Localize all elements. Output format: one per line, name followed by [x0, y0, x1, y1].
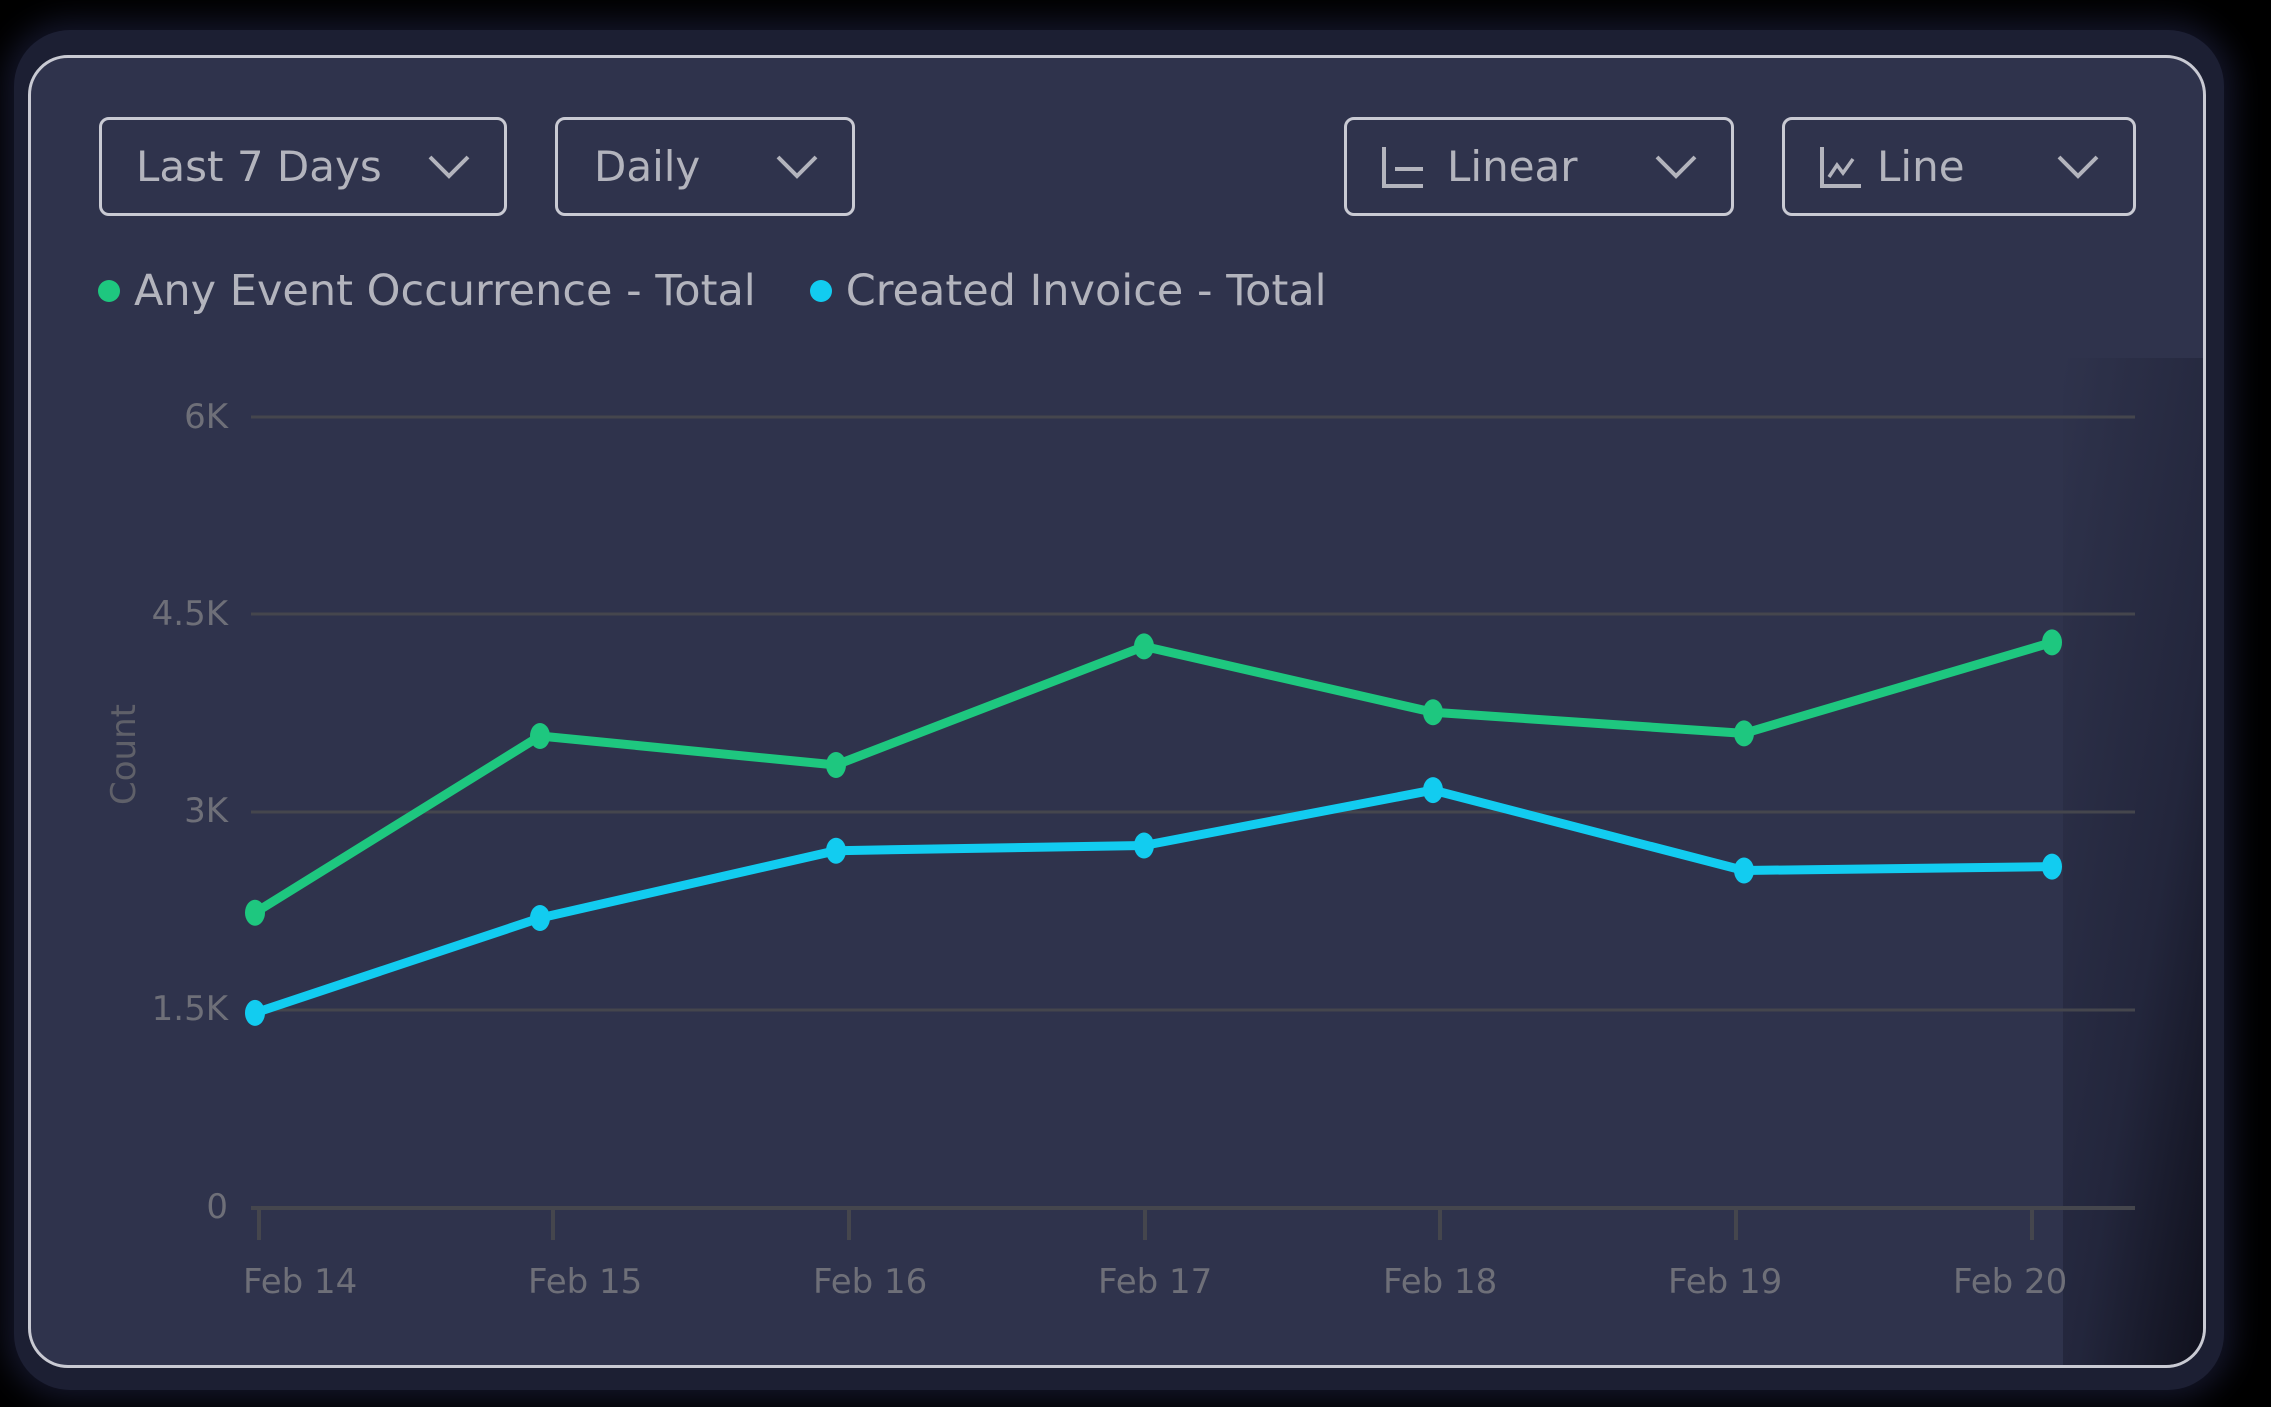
interval-label: Daily — [594, 142, 701, 191]
y-tick-label: 6K — [184, 397, 228, 437]
x-axis — [251, 1206, 2135, 1240]
date-range-dropdown[interactable]: Last 7 Days — [99, 117, 507, 216]
data-point[interactable] — [1134, 633, 1154, 660]
legend-item-any-event[interactable]: Any Event Occurrence - Total — [98, 266, 756, 316]
chart-card — [28, 55, 2206, 1368]
x-tick-label: Feb 14 — [243, 1262, 358, 1302]
data-point[interactable] — [826, 837, 846, 864]
data-point[interactable] — [2042, 629, 2062, 656]
grid-lines — [251, 415, 2135, 1012]
legend-label: Any Event Occurrence - Total — [134, 266, 756, 316]
chart-type-label: Line — [1877, 142, 1965, 191]
x-tick-label: Feb 20 — [1953, 1262, 2068, 1302]
y-tick-label: 3K — [184, 791, 228, 831]
scale-label: Linear — [1447, 142, 1578, 191]
date-range-label: Last 7 Days — [136, 142, 382, 191]
chart-legend: Any Event Occurrence - Total Created Inv… — [98, 266, 1381, 316]
axis-icon — [1381, 145, 1425, 189]
data-point[interactable] — [826, 752, 846, 778]
interval-dropdown[interactable]: Daily — [555, 117, 855, 216]
x-tick-label: Feb 15 — [528, 1262, 643, 1302]
chevron-down-icon — [428, 146, 470, 188]
data-point[interactable] — [1423, 777, 1443, 804]
chevron-down-icon — [1655, 146, 1697, 188]
chart-type-dropdown[interactable]: Line — [1782, 117, 2136, 216]
y-tick-label: 0 — [206, 1187, 228, 1227]
x-tick-label: Feb 17 — [1098, 1262, 1213, 1302]
data-point[interactable] — [1734, 857, 1754, 884]
data-point[interactable] — [530, 905, 550, 931]
legend-item-created-invoice[interactable]: Created Invoice - Total — [809, 266, 1327, 316]
legend-dot-icon — [98, 280, 120, 302]
scale-dropdown[interactable]: Linear — [1344, 117, 1734, 216]
data-point[interactable] — [1134, 832, 1154, 859]
data-point[interactable] — [1734, 720, 1754, 747]
x-tick-label: Feb 16 — [813, 1262, 928, 1302]
data-point[interactable] — [530, 723, 550, 749]
data-point[interactable] — [1423, 699, 1443, 726]
data-point[interactable] — [245, 899, 265, 926]
y-tick-label: 4.5K — [151, 594, 228, 634]
data-point[interactable] — [2042, 853, 2062, 880]
legend-dot-icon — [809, 280, 832, 302]
y-tick-label: 1.5K — [151, 989, 228, 1029]
legend-label: Created Invoice - Total — [845, 266, 1327, 316]
series-line — [253, 785, 2053, 1018]
data-point[interactable] — [245, 999, 265, 1026]
line-chart-icon — [1819, 145, 1863, 189]
chevron-down-icon — [776, 146, 818, 188]
chevron-down-icon — [2057, 146, 2099, 188]
x-tick-label: Feb 18 — [1383, 1262, 1498, 1302]
x-tick-label: Feb 19 — [1668, 1262, 1783, 1302]
